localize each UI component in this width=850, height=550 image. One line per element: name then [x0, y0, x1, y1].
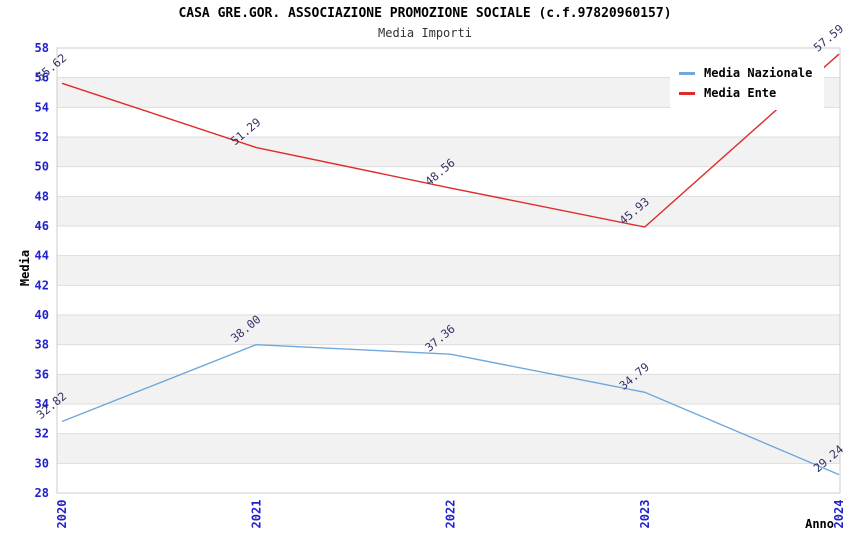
legend-label: Media Nazionale: [704, 66, 813, 80]
plot-band: [57, 285, 840, 315]
y-tick-label: 38: [35, 338, 49, 352]
plot-band: [57, 226, 840, 256]
plot-band: [57, 315, 840, 345]
plot-band: [57, 196, 840, 226]
series-line-media-ente: [61, 53, 840, 228]
y-tick-label: 40: [35, 308, 49, 322]
x-axis-title: Anno: [805, 517, 834, 531]
plot-band: [57, 433, 840, 464]
legend-item-media-nazionale: Media Nazionale: [676, 63, 818, 83]
x-tick-label: 2023: [638, 500, 652, 529]
plot-band: [57, 107, 840, 137]
y-tick-label: 52: [35, 130, 49, 144]
y-tick-label: 28: [35, 486, 49, 500]
plot-band: [57, 463, 840, 493]
y-tick-label: 56: [35, 71, 49, 85]
y-tick-label: 30: [35, 456, 49, 470]
series-line-media-nazionale: [61, 343, 840, 476]
y-tick-label: 32: [35, 427, 49, 441]
plot-border: [56, 47, 841, 494]
legend-swatch-red-line-icon: [679, 91, 695, 95]
x-tick-label: 2021: [249, 500, 263, 529]
legend-swatch-blue-line-icon: [679, 71, 695, 75]
x-tick-label: 2022: [444, 500, 458, 529]
chart-title: CASA GRE.GOR. ASSOCIAZIONE PROMOZIONE SO…: [178, 6, 672, 21]
plot-band: [57, 255, 840, 286]
x-tick-label: 2024: [832, 500, 846, 529]
y-tick-label: 50: [35, 160, 49, 174]
y-tick-label: 58: [35, 41, 49, 55]
x-tick-label: 2020: [55, 500, 69, 529]
plot-band: [57, 404, 840, 434]
y-tick-label: 54: [35, 100, 49, 114]
y-tick-label: 36: [35, 367, 49, 381]
y-tick-label: 48: [35, 189, 49, 203]
plot-band: [57, 166, 840, 197]
chart-subtitle: Media Importi: [378, 26, 472, 40]
plot-band: [57, 374, 840, 404]
legend-item-media-ente: Media Ente: [676, 83, 818, 103]
plot-band: [57, 137, 840, 167]
legend-label: Media Ente: [704, 86, 777, 100]
y-tick-label: 42: [35, 278, 49, 292]
y-tick-label: 44: [35, 249, 49, 263]
y-tick-label: 46: [35, 219, 49, 233]
legend: Media Nazionale Media Ente: [670, 56, 824, 110]
plot-band: [57, 344, 840, 375]
y-tick-label: 34: [35, 397, 49, 411]
